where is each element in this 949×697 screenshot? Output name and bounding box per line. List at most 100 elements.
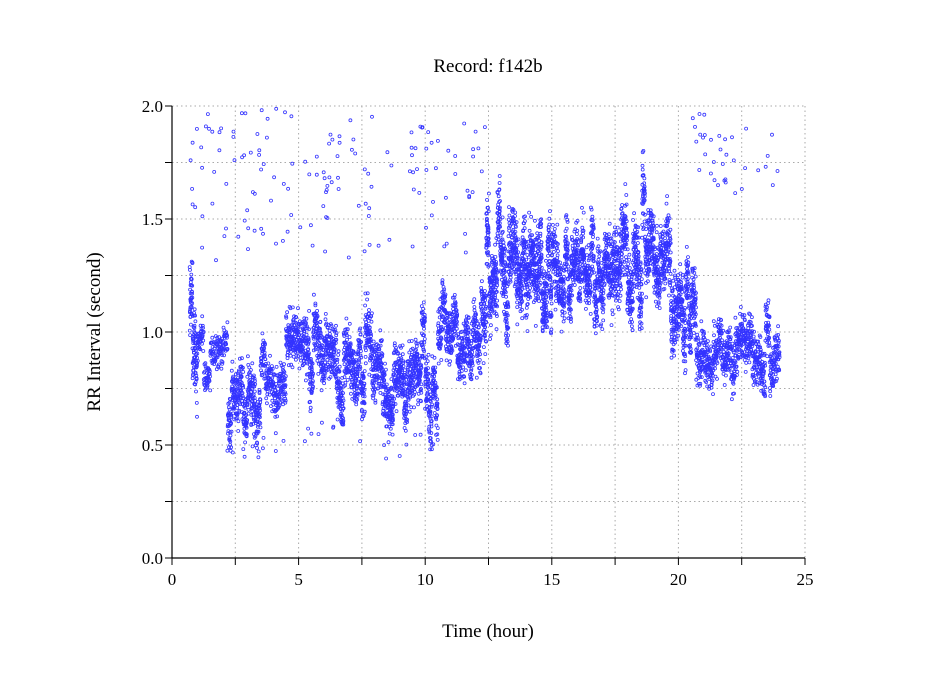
data-point bbox=[226, 424, 231, 428]
data-point bbox=[360, 371, 365, 376]
data-point bbox=[189, 272, 194, 277]
data-point bbox=[341, 406, 346, 411]
data-point bbox=[558, 288, 563, 293]
data-point bbox=[429, 439, 434, 444]
data-point bbox=[365, 291, 370, 296]
data-point bbox=[470, 363, 475, 368]
data-point bbox=[453, 300, 458, 305]
data-point bbox=[513, 270, 518, 275]
data-point bbox=[417, 357, 422, 361]
data-point bbox=[520, 316, 525, 321]
data-point bbox=[259, 356, 264, 361]
data-point bbox=[236, 429, 241, 433]
data-point bbox=[618, 293, 623, 298]
data-point bbox=[403, 391, 408, 396]
data-point bbox=[514, 220, 519, 225]
data-point bbox=[454, 308, 459, 313]
data-point bbox=[545, 300, 549, 305]
data-point bbox=[408, 395, 413, 400]
data-point bbox=[263, 341, 267, 346]
data-point bbox=[450, 348, 455, 353]
data-point bbox=[469, 338, 474, 343]
data-point bbox=[428, 411, 433, 416]
data-point bbox=[390, 412, 395, 417]
data-point bbox=[201, 329, 206, 334]
data-point bbox=[188, 322, 193, 327]
data-point bbox=[201, 338, 206, 343]
data-point bbox=[207, 379, 212, 383]
data-point bbox=[302, 329, 307, 334]
data-point bbox=[435, 401, 440, 406]
data-point bbox=[400, 352, 405, 357]
data-point bbox=[475, 321, 480, 326]
data-point bbox=[404, 401, 409, 406]
data-point bbox=[514, 246, 519, 251]
data-point bbox=[308, 405, 313, 410]
data-point bbox=[241, 385, 246, 390]
data-point bbox=[558, 271, 563, 276]
data-point bbox=[486, 191, 491, 196]
data-point bbox=[561, 279, 566, 284]
data-point bbox=[189, 277, 194, 282]
data-point bbox=[564, 226, 569, 231]
data-point bbox=[570, 293, 574, 298]
data-point bbox=[225, 346, 230, 351]
data-point bbox=[515, 243, 520, 248]
data-point bbox=[326, 353, 330, 358]
data-point bbox=[258, 397, 263, 402]
grid-lines bbox=[172, 105, 806, 558]
data-point bbox=[488, 337, 493, 341]
data-point bbox=[362, 411, 367, 416]
data-point bbox=[421, 306, 426, 311]
data-point bbox=[245, 354, 250, 359]
data-point bbox=[569, 307, 573, 312]
data-point bbox=[319, 388, 324, 393]
data-point bbox=[378, 390, 383, 395]
data-point bbox=[390, 432, 395, 437]
data-point bbox=[427, 429, 432, 434]
data-point bbox=[435, 437, 440, 442]
data-point bbox=[267, 392, 272, 397]
data-point bbox=[337, 369, 342, 374]
data-point bbox=[363, 354, 368, 359]
data-point bbox=[536, 294, 540, 299]
data-point bbox=[334, 371, 339, 375]
data-point bbox=[234, 399, 239, 404]
data-point bbox=[504, 320, 509, 325]
data-point bbox=[191, 368, 196, 373]
data-point bbox=[501, 292, 506, 297]
data-point bbox=[554, 262, 559, 267]
data-point bbox=[574, 254, 579, 259]
data-point bbox=[262, 346, 267, 351]
data-point bbox=[262, 353, 267, 358]
data-point bbox=[462, 350, 467, 355]
data-point bbox=[494, 260, 498, 264]
data-point bbox=[478, 338, 483, 343]
data-point bbox=[493, 295, 497, 300]
data-point bbox=[493, 254, 498, 259]
data-point bbox=[192, 326, 197, 330]
data-point bbox=[564, 237, 569, 242]
data-point bbox=[390, 414, 395, 419]
data-point bbox=[478, 366, 482, 370]
data-point bbox=[187, 328, 192, 333]
data-point bbox=[242, 454, 247, 459]
data-point bbox=[525, 313, 529, 317]
data-point bbox=[326, 367, 331, 372]
data-point bbox=[535, 231, 540, 236]
data-point bbox=[386, 440, 391, 445]
data-point bbox=[240, 365, 245, 370]
data-point bbox=[544, 307, 549, 312]
data-point bbox=[279, 379, 284, 384]
data-point bbox=[368, 338, 373, 343]
data-point bbox=[562, 295, 567, 300]
data-point bbox=[549, 327, 554, 332]
data-point bbox=[435, 426, 440, 431]
data-point bbox=[206, 378, 211, 383]
data-point bbox=[513, 234, 518, 239]
data-point bbox=[355, 397, 360, 402]
data-point bbox=[566, 241, 570, 246]
data-point bbox=[429, 447, 434, 452]
data-point bbox=[334, 323, 338, 328]
data-point bbox=[316, 371, 321, 376]
